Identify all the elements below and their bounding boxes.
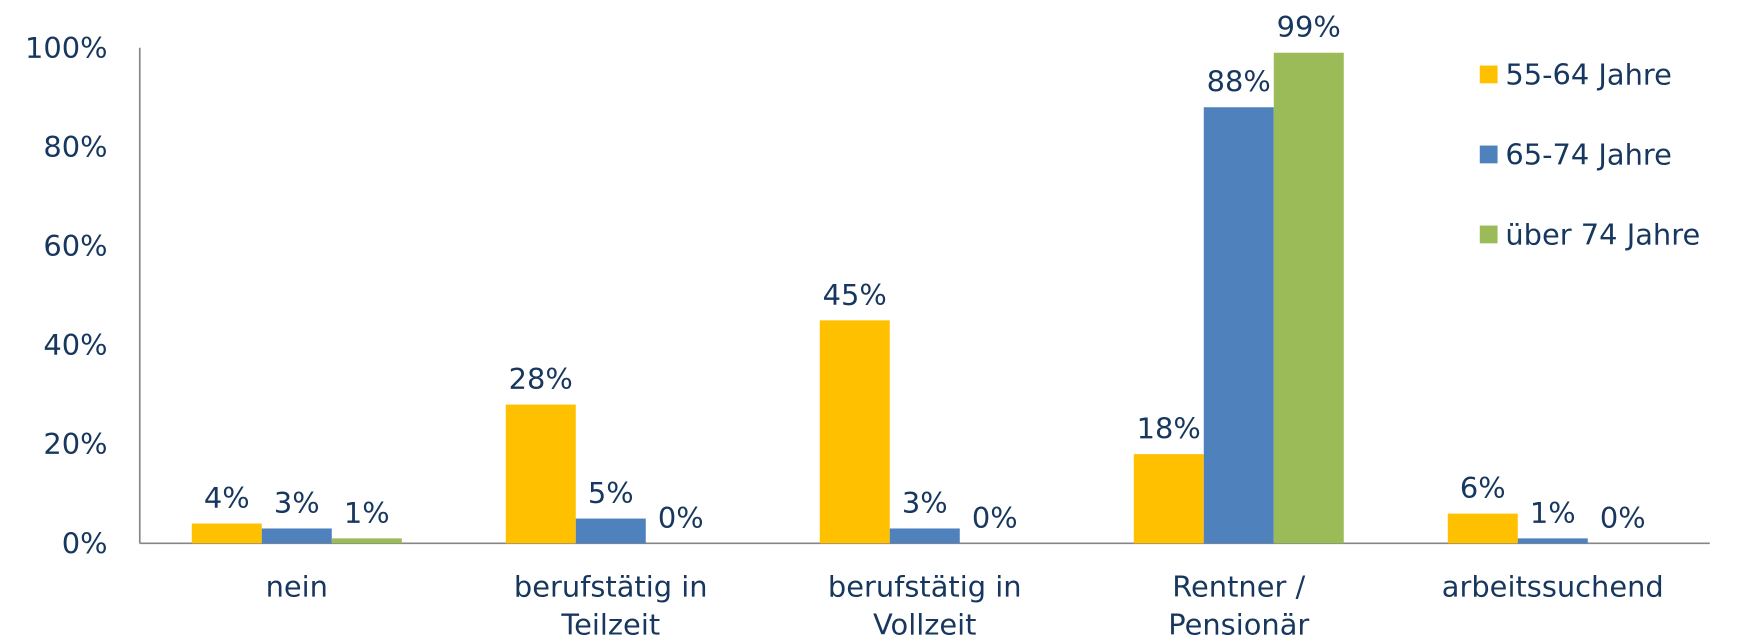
legend-label: 65-74 Jahre	[1505, 137, 1672, 171]
bar	[1517, 538, 1588, 544]
y-tick-label: 60%	[43, 229, 107, 263]
bar	[575, 518, 646, 544]
x-tick-line: nein	[266, 570, 328, 604]
value-label: 0%	[1600, 501, 1646, 535]
x-tick-line: berufstätig in	[828, 570, 1022, 604]
legend-swatch	[1479, 145, 1498, 164]
x-tick-line: arbeitssuchend	[1442, 570, 1664, 604]
bar	[889, 528, 960, 544]
bar	[1133, 454, 1204, 544]
x-tick-label: berufstätig in Vollzeit	[828, 570, 1022, 640]
x-tick-line: Pensionär	[1168, 607, 1309, 640]
value-label: 28%	[509, 362, 573, 396]
legend-label: 55-64 Jahre	[1505, 57, 1672, 91]
x-tick-label: Rentner / Pensionär	[1168, 570, 1309, 640]
bar	[1203, 107, 1274, 544]
legend-label: über 74 Jahre	[1505, 217, 1700, 251]
legend-swatch	[1479, 65, 1498, 84]
value-label: 3%	[274, 486, 320, 520]
x-tick-line: Rentner /	[1172, 570, 1305, 604]
value-label: 0%	[658, 501, 704, 535]
bar	[1273, 52, 1344, 544]
x-tick-label: berufstätig in Teilzeit	[514, 570, 708, 640]
y-tick-label: 40%	[43, 328, 107, 362]
value-label: 0%	[972, 501, 1018, 535]
value-label: 45%	[823, 278, 887, 312]
bar	[505, 404, 576, 544]
bar	[1447, 513, 1518, 544]
value-label: 5%	[588, 476, 634, 510]
value-label: 6%	[1460, 471, 1506, 505]
legend-swatch	[1479, 225, 1498, 244]
x-tick-label: arbeitssuchend	[1442, 570, 1664, 604]
x-tick-line: Vollzeit	[873, 607, 976, 640]
bar	[819, 320, 890, 544]
value-label: 88%	[1207, 65, 1271, 99]
value-label: 1%	[1530, 496, 1576, 530]
y-tick-label: 100%	[25, 31, 108, 65]
value-label: 4%	[204, 481, 250, 515]
y-tick-label: 0%	[62, 526, 108, 560]
y-tick-label: 80%	[43, 130, 107, 164]
bar	[331, 538, 402, 544]
bar	[191, 523, 262, 544]
value-label: 99%	[1277, 10, 1341, 44]
x-tick-line: Teilzeit	[560, 607, 660, 640]
y-tick-label: 20%	[43, 427, 107, 461]
bar	[261, 528, 332, 544]
value-label: 3%	[902, 486, 948, 520]
value-label: 18%	[1137, 412, 1201, 446]
x-tick-line: berufstätig in	[514, 570, 708, 604]
x-tick-label: nein	[266, 570, 328, 604]
value-label: 1%	[344, 496, 390, 530]
